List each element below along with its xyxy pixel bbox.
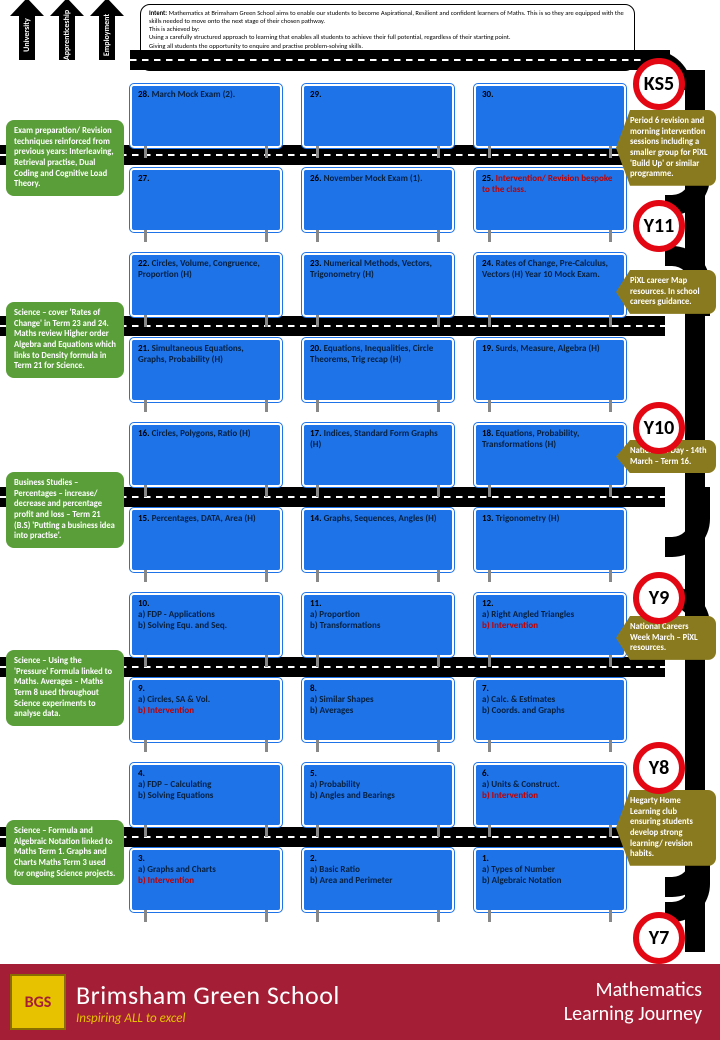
term-sign: 10.a) FDP - Applicationsb) Solving Equ. … — [130, 593, 282, 657]
term-sign: 1.a) Types of Numberb) Algebraic Notatio… — [474, 848, 626, 912]
term-sign: 21. Simultaneous Equations, Graphs, Prob… — [130, 338, 282, 402]
arrow-label: University — [22, 18, 32, 52]
term-row: 21. Simultaneous Equations, Graphs, Prob… — [130, 338, 630, 402]
term-sign: 14. Graphs, Sequences, Angles (H) — [302, 508, 454, 572]
term-sign: 8.a) Similar Shapesb) Averages — [302, 678, 454, 742]
term-sign: 22. Circles, Volume, Congruence, Proport… — [130, 253, 282, 317]
intent-sub: This is achieved by: — [149, 25, 200, 33]
term-row: 28. March Mock Exam (2). 29. 30. — [130, 84, 630, 148]
year-badge-y10: Y10 — [633, 402, 685, 454]
term-sign: 2.a) Basic Ratiob) Area and Perimeter — [302, 848, 454, 912]
term-sign: 16. Circles, Polygons, Ratio (H) — [130, 423, 282, 487]
intent-pt: Giving all students the opportunity to e… — [149, 42, 363, 50]
term-sign: 4.a) FDP – Calculatingb) Solving Equatio… — [130, 763, 282, 827]
year-badge-y9: Y9 — [633, 572, 685, 624]
callout-left: Science – cover 'Rates of Change' in Ter… — [6, 302, 124, 378]
callout-right: Hegarty Home Learning club ensuring stud… — [616, 790, 716, 866]
arrow-university: University — [10, 0, 44, 60]
school-name: Brimsham Green School — [76, 979, 564, 1011]
term-sign: 9.a) Circles, SA & Vol.b) Intervention — [130, 678, 282, 742]
arrow-employment: Employment — [90, 0, 124, 60]
year-badge-y7: Y7 — [633, 912, 685, 964]
term-sign: 12.a) Right Angled Trianglesb) Intervent… — [474, 593, 626, 657]
subject-line1: Mathematics — [564, 978, 702, 1002]
arrow-apprenticeship: Apprenticeship — [50, 0, 84, 60]
term-sign: 15. Percentages, DATA, Area (H) — [130, 508, 282, 572]
school-tagline: Inspiring ALL to excel — [76, 1011, 564, 1026]
term-sign: 24. Rates of Change, Pre-Calculus, Vecto… — [474, 253, 626, 317]
term-sign: 17. Indices, Standard Form Graphs (H) — [302, 423, 454, 487]
term-row: 27. 26. November Mock Exam (1). 25. Interv… — [130, 168, 630, 232]
term-row: 3.a) Graphs and Chartsb) Intervention 2.a… — [130, 848, 630, 912]
term-row: 16. Circles, Polygons, Ratio (H) 17. Indi… — [130, 423, 630, 487]
term-sign: 25. Intervention/ Revision bespoke to th… — [474, 168, 626, 232]
footer: BGS Brimsham Green School Inspiring ALL … — [0, 964, 720, 1040]
term-row: 22. Circles, Volume, Congruence, Proport… — [130, 253, 630, 317]
callout-left: Science – Formula and Algebraic Notation… — [6, 820, 124, 885]
arrow-label: Apprenticeship — [62, 10, 72, 60]
term-sign: 6.a) Units & Construct.b) Intervention — [474, 763, 626, 827]
intent-pt: Using a carefully structured approach to… — [149, 33, 511, 41]
intent-label: Intent: — [149, 9, 167, 17]
term-row: 4.a) FDP – Calculatingb) Solving Equatio… — [130, 763, 630, 827]
term-sign: 5.a) Probabilityb) Angles and Bearings — [302, 763, 454, 827]
callout-right: Period 6 revision and morning interventi… — [616, 110, 716, 186]
term-sign: 3.a) Graphs and Chartsb) Intervention — [130, 848, 282, 912]
callout-right: PiXL career Map resources. In school car… — [616, 270, 716, 314]
term-sign: 7.a) Calc. & Estimatesb) Coords. and Gra… — [474, 678, 626, 742]
intent-body: Mathematics at Brimsham Green School aim… — [149, 9, 624, 25]
term-sign: 18. Equations, Probability, Transformati… — [474, 423, 626, 487]
destination-arrows: University Apprenticeship Employment — [10, 0, 130, 60]
term-row: 15. Percentages, DATA, Area (H) 14. Graph… — [130, 508, 630, 572]
term-sign: 26. November Mock Exam (1). — [302, 168, 454, 232]
arrow-label: Employment — [102, 14, 112, 56]
term-sign: 23. Numerical Methods, Vectors, Trigonom… — [302, 253, 454, 317]
term-sign: 29. — [302, 84, 454, 148]
term-sign: 28. March Mock Exam (2). — [130, 84, 282, 148]
callout-left: Science – Using the 'Pressure' Formula l… — [6, 650, 124, 726]
term-sign: 19. Surds, Measure, Algebra (H) — [474, 338, 626, 402]
term-sign: 20. Equations, Inequalities, Circle Theo… — [302, 338, 454, 402]
term-sign: 30. — [474, 84, 626, 148]
subject-line2: Learning Journey — [564, 1002, 702, 1026]
term-sign: 11.a) Proportionb) Transformations — [302, 593, 454, 657]
subject-title: Mathematics Learning Journey — [564, 978, 720, 1026]
term-sign: 13. Trigonometry (H) — [474, 508, 626, 572]
school-logo: BGS — [10, 974, 66, 1030]
callout-left: Exam preparation/ Revision techniques re… — [6, 120, 124, 196]
year-badge-y11: Y11 — [633, 200, 685, 252]
term-row: 9.a) Circles, SA & Vol.b) Intervention 8.… — [130, 678, 630, 742]
term-row: 10.a) FDP - Applicationsb) Solving Equ. … — [130, 593, 630, 657]
year-badge-y8: Y8 — [633, 742, 685, 794]
year-badge-ks5: KS5 — [633, 58, 685, 110]
callout-left: Business Studies – Percentages – increas… — [6, 472, 124, 548]
road-segment — [130, 50, 670, 70]
term-sign: 27. — [130, 168, 282, 232]
